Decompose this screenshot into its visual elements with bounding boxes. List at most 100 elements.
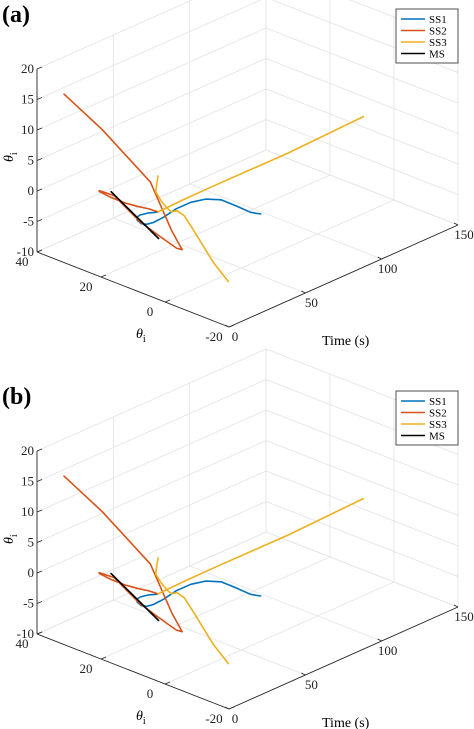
time-tick	[301, 672, 306, 676]
legend-label: SS1	[429, 14, 447, 26]
theta-y-axis	[36, 633, 230, 710]
time-tick-label: 0	[232, 329, 239, 344]
gridline	[265, 149, 459, 226]
gridline	[36, 58, 267, 161]
series-steady-state-tail	[157, 497, 365, 595]
panel-a: (a) 0 50 100 150 -20 0 20 40-10 -5 0 5 10 15 20 Time (…	[2, 0, 474, 349]
gridline	[189, 183, 382, 260]
theta-z-tick-label: -5	[23, 596, 34, 611]
theta-z-tick	[36, 188, 43, 192]
theta-y-tick-label: 40	[16, 254, 29, 269]
series-ss3	[154, 175, 230, 283]
time-tick	[453, 222, 459, 226]
panel-label: (a)	[2, 2, 30, 28]
legend-label: MS	[429, 49, 445, 61]
series-ms	[110, 190, 160, 240]
gridline	[164, 581, 395, 685]
theta-y-tick-label: 20	[80, 279, 93, 294]
time-tick	[224, 706, 230, 710]
theta-y-tick	[164, 299, 171, 303]
theta-y-tick	[100, 274, 107, 278]
legend-label: MS	[429, 431, 445, 443]
theta-z-tick	[36, 158, 43, 161]
gridline	[265, 88, 459, 165]
theta-y-axis-label: θi	[136, 327, 146, 345]
gridline	[265, 531, 459, 608]
theta-z-tick	[36, 601, 43, 604]
gridline	[36, 470, 267, 574]
time-tick-label: 100	[378, 261, 398, 276]
theta-z-tick	[36, 479, 43, 482]
gridline	[36, 348, 267, 452]
theta-z-axis-label: θi	[2, 534, 20, 544]
series-steady-state-tail	[157, 115, 365, 213]
gridline	[36, 88, 267, 192]
legend-box	[395, 8, 459, 64]
theta-y-tick	[164, 681, 171, 685]
theta-y-axis-label: θi	[136, 709, 146, 727]
series-ss2	[63, 475, 183, 633]
theta-z-tick	[36, 570, 43, 574]
time-tick	[224, 324, 230, 328]
legend-label: SS2	[429, 26, 447, 38]
theta-y-axis	[36, 251, 230, 328]
theta-z-tick-label: 15	[21, 474, 34, 489]
theta-y-tick-label: 40	[16, 636, 29, 651]
gridline	[36, 501, 267, 604]
gridline	[189, 565, 382, 642]
theta-z-tick	[36, 249, 43, 253]
time-tick-label: 50	[305, 295, 318, 310]
panel-b: (b) 0 50 100 150 -20 0 20 40-10 -5 0 5 10 15 20 Time (…	[2, 348, 474, 729]
theta-y-tick	[228, 706, 235, 710]
legend-label: SS1	[429, 396, 447, 408]
theta-y-tick-label: -20	[205, 711, 222, 726]
legend-label: SS3	[429, 37, 447, 49]
theta-z-tick-label: 10	[21, 504, 34, 519]
theta-z-tick-label: 20	[21, 443, 34, 458]
theta-z-axis-label: θi	[2, 152, 20, 162]
gridline	[36, 119, 267, 222]
theta-y-tick-label: -20	[205, 329, 222, 344]
gridline	[265, 409, 459, 486]
time-tick-label: 50	[305, 677, 318, 692]
panel-label: (b)	[2, 384, 31, 410]
time-tick-label: 150	[454, 227, 474, 242]
theta-z-tick	[36, 127, 43, 131]
gridline	[265, 27, 459, 104]
gridline	[36, 27, 267, 131]
time-tick	[453, 604, 459, 608]
time-axis	[228, 606, 459, 710]
time-tick-label: 150	[454, 609, 474, 624]
theta-y-tick-label: 0	[147, 304, 154, 319]
theta-z-tick	[36, 448, 43, 452]
theta-z-tick-label: -10	[17, 244, 34, 259]
theta-z-tick-label: 0	[28, 565, 35, 580]
time-tick	[377, 256, 382, 260]
gridline	[36, 149, 267, 253]
time-tick	[301, 290, 306, 294]
series-ss1	[135, 198, 262, 226]
gridline	[36, 409, 267, 513]
series-ss3	[154, 557, 230, 665]
legend-label: SS3	[429, 419, 447, 431]
theta-z-tick-label: -10	[17, 626, 34, 641]
theta-z-tick	[36, 97, 43, 100]
gridline	[265, 58, 459, 134]
theta-z-tick-label: 20	[21, 61, 34, 76]
theta-z-tick-label: 15	[21, 92, 34, 107]
theta-z-tick-label: 5	[28, 153, 35, 168]
series-ss2	[63, 93, 183, 251]
legend-label: SS2	[429, 408, 447, 420]
theta-z-tick	[36, 219, 43, 222]
theta-y-tick-label: 20	[80, 661, 93, 676]
gridline	[36, 379, 267, 482]
gridline	[100, 556, 331, 660]
time-tick	[377, 638, 382, 642]
gridline	[36, 0, 193, 70]
gridline	[265, 440, 459, 516]
theta-z-tick	[36, 66, 43, 70]
theta-z-tick	[36, 631, 43, 635]
theta-z-tick	[36, 509, 43, 513]
theta-y-tick	[100, 656, 107, 660]
